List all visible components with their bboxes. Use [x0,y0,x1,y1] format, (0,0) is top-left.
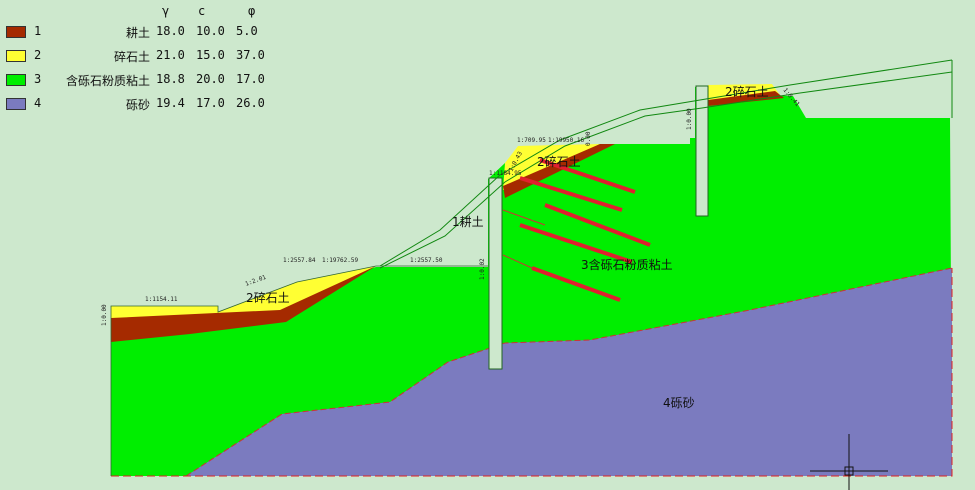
anchor-5 [531,266,621,302]
layer-1-cultivated-soil-mid [503,144,615,198]
legend-name: 含砾石粉质粘土 [65,74,150,88]
legend-swatch [6,50,26,62]
dim-mid-bench: 1:1184.95 [489,170,522,177]
legend-name: 砾砂 [125,98,150,112]
anchor-3 [544,203,651,247]
legend-phi: 5.0 [236,24,258,38]
dim-upper-bench2: 1:19950.16 [548,137,585,144]
legend-c: 15.0 [196,48,225,62]
legend-id: 4 [34,96,42,110]
legend-swatch [6,98,26,110]
legend-id: 3 [34,72,42,86]
dim-bench-b: 1:19762.59 [322,257,359,264]
slip-line-upper [379,59,953,267]
crosshair-cursor [810,434,888,490]
label-layer4: 4砾砂 [663,396,695,410]
label-layer3: 3含砾石粉质粘土 [581,257,673,272]
legend-phi: 26.0 [236,96,265,110]
legend-phi: 17.0 [236,72,265,86]
legend-c: 17.0 [196,96,225,110]
legend-gamma: 18.0 [156,24,185,38]
legend-id: 1 [34,24,42,38]
header-phi: φ [248,4,256,18]
dim-pile1-side: 1:0.02 [479,258,486,280]
legend-row-1: 1 耕土 18.0 10.0 5.0 [6,22,268,46]
legend-header: γ c φ [6,4,268,22]
pile-1 [488,177,503,370]
anchor-free-1 [502,209,546,226]
header-gamma: γ [162,4,170,18]
pile-2 [695,85,709,217]
ground-outline [110,265,488,476]
slip-line-lower [379,71,953,269]
label-layer2-right: 2碎石土 [725,84,769,99]
legend-id: 2 [34,48,42,62]
anchor-1 [539,158,636,194]
dim-upper-small: 0.00 [585,131,592,146]
anchor-2 [519,176,623,212]
dim-bench-a: 1:2557.84 [283,257,316,264]
label-layer2-mid: 2碎石土 [537,154,581,169]
dim-upper-bench: 1:709.95 [517,137,546,144]
soil-legend: γ c φ 1 耕土 18.0 10.0 5.0 2 碎石土 21.0 15.0… [6,4,268,118]
legend-row-4: 4 砾砂 19.4 17.0 26.0 [6,94,268,118]
dim-slope-left: 1:2.01 [244,274,267,288]
legend-c: 20.0 [196,72,225,86]
legend-swatch [6,74,26,86]
legend-gamma: 18.8 [156,72,185,86]
anchor-4 [519,223,633,264]
legend-gamma: 19.4 [156,96,185,110]
legend-swatch [6,26,26,38]
header-c: c [198,4,206,18]
label-layer2-left: 2碎石土 [246,290,290,305]
legend-c: 10.0 [196,24,225,38]
anchor-free-2 [502,254,533,269]
dim-bench-c: 1:2557.50 [410,257,443,264]
legend-name: 耕土 [125,26,150,40]
layer-2-gravelly-soil-left [111,266,376,322]
legend-gamma: 21.0 [156,48,185,62]
dim-pile2-side: 1:0.00 [686,108,693,130]
legend-row-3: 3 含砾石粉质粘土 18.8 20.0 17.0 [6,70,268,94]
layer-1-cultivated-soil-right [708,91,784,106]
legend-phi: 37.0 [236,48,265,62]
layer-1-cultivated-soil-left [111,266,376,342]
layer-4-gravel-sand [186,268,952,476]
legend-row-2: 2 碎石土 21.0 15.0 37.0 [6,46,268,70]
label-layer1-mid: 1耕土 [452,214,484,229]
dim-left-height: 1:0.00 [101,304,108,326]
model-boundary [111,268,953,477]
legend-name: 碎石土 [113,50,150,64]
dim-left-top: 1:1154.11 [145,296,178,303]
